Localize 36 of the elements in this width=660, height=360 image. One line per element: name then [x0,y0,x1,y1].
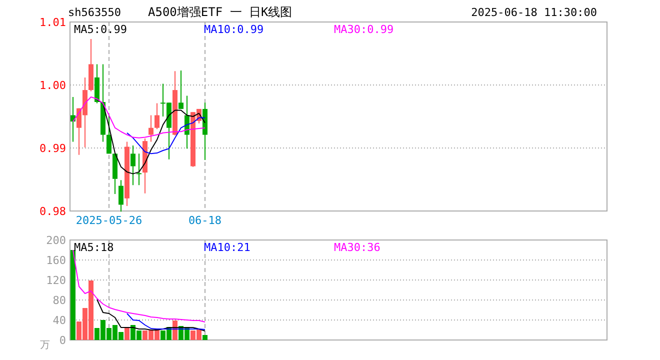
y-tick-label: 1.00 [40,78,66,92]
line-series [126,313,206,330]
candlestick [178,70,184,110]
candlestick [148,114,154,142]
line-series [96,299,206,332]
y-tick-label: 80 [52,294,66,307]
candlestick [118,180,124,212]
y-tick-label: 0.98 [40,204,66,218]
y-tick-label: 160 [46,254,66,267]
candlestick [106,114,112,154]
line-series [72,250,206,322]
chart-title: A500增强ETF 一 日K线图 [148,5,292,19]
y-axis-title: 万 [40,340,50,351]
y-tick-label: 40 [52,314,66,327]
text: MA10:21 [204,241,250,254]
y-tick-label: 0 [59,334,66,347]
y-tick-label: 0.99 [40,142,66,155]
candlestick [136,153,142,186]
y-tick-label: 1.01 [40,16,66,29]
bar [124,328,130,340]
y-tick-label: 200 [46,234,66,247]
text: MA30:36 [334,241,380,254]
text: MA5:0.99 [74,23,127,36]
candlestick [130,144,136,186]
bar [70,250,76,340]
candlestick [70,96,76,142]
y-tick-label: 120 [46,274,66,287]
text: MA30:0.99 [334,23,394,36]
x-tick-label: 06-18 [188,214,222,227]
text: 2025-06-18 11:30:00 [471,6,597,19]
candlestick [154,102,160,130]
x-tick-label: 2025-05-26 [76,214,142,227]
text: MA5:18 [74,241,114,254]
text: MA10:0.99 [204,23,264,36]
chart-subtitle: sh563550 [68,6,121,19]
bar [202,335,208,340]
